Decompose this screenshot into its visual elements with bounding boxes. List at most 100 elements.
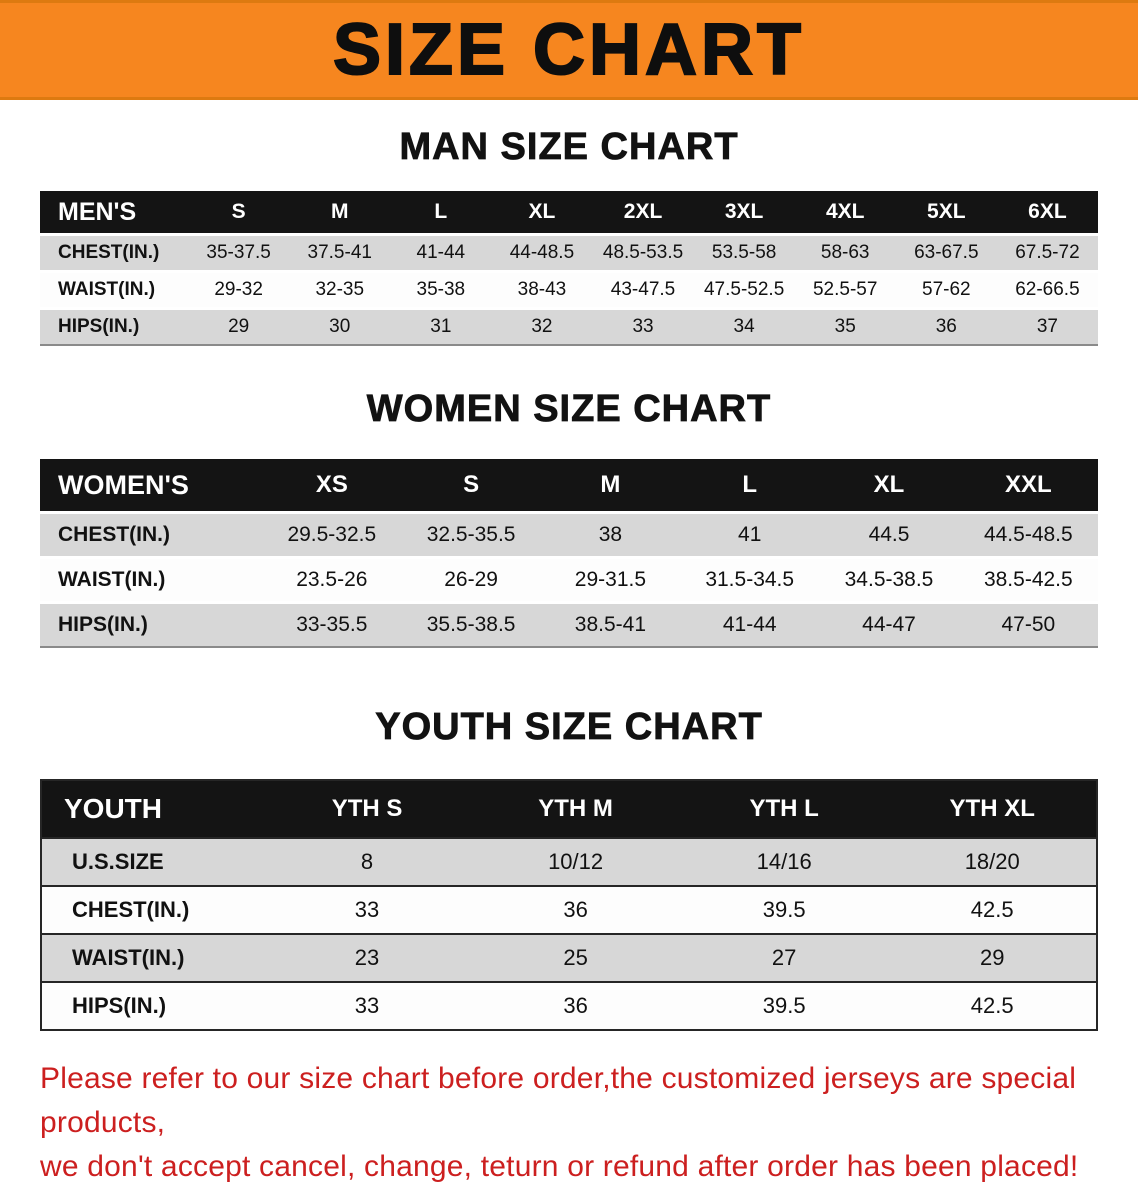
- table-row: WAIST(IN.) 29-32 32-35 35-38 38-43 43-47.5 47.…: [40, 271, 1098, 309]
- size-value: 35-38: [416, 279, 466, 300]
- disclaimer-line-1: Please refer to our size chart before or…: [40, 1062, 1077, 1139]
- table-row: HIPS(IN.) 33-35.5 35.5-38.5 38.5-41 41-44 44-…: [40, 602, 1098, 647]
- table-row: CHEST(IN.) 35-37.5 37.5-41 41-44 44-48.5 48.5…: [40, 234, 1098, 272]
- row-label: HIPS(IN.): [58, 316, 140, 337]
- size-value: 39.5: [762, 897, 806, 922]
- column-header: YTH L: [679, 780, 889, 838]
- size-value: 29: [228, 316, 250, 337]
- size-value: 47-50: [1001, 613, 1056, 636]
- table-title-cell: WOMEN'S: [40, 459, 263, 513]
- size-value: 29-31.5: [574, 568, 647, 591]
- size-value: 57-62: [922, 279, 971, 300]
- size-value: 29-32: [214, 279, 263, 300]
- size-value: 35.5-38.5: [426, 613, 516, 636]
- table-row: WAIST(IN.) 23 25 27 29: [41, 934, 1097, 982]
- row-label: CHEST(IN.): [58, 523, 170, 546]
- size-value: 36: [935, 316, 957, 337]
- column-header: 5XL: [895, 191, 997, 235]
- size-value: 44.5: [868, 523, 910, 546]
- column-header: YTH M: [471, 780, 680, 838]
- size-chart-banner: SIZE CHART: [0, 0, 1138, 100]
- table-row: HIPS(IN.) 33 36 39.5 42.5: [41, 982, 1097, 1030]
- column-header: 6XL: [996, 191, 1098, 235]
- size-value: 31: [430, 316, 452, 337]
- size-value: 10/12: [548, 849, 604, 874]
- size-value: 30: [329, 316, 351, 337]
- size-value: 47.5-52.5: [703, 279, 785, 300]
- youth-size-table: YOUTH YTH S YTH M YTH L YTH XL U.S.SIZE 8 10/12…: [40, 779, 1098, 1031]
- row-label: U.S.SIZE: [72, 849, 164, 874]
- size-value: 63-67.5: [914, 242, 979, 263]
- size-value: 33-35.5: [296, 613, 368, 636]
- column-header: S: [401, 459, 541, 513]
- size-value: 31.5-34.5: [705, 568, 795, 591]
- size-value: 29: [979, 945, 1005, 970]
- size-value: 43-47.5: [610, 279, 676, 300]
- table-title-cell: YOUTH: [41, 780, 263, 838]
- size-value: 44-47: [862, 613, 916, 636]
- disclaimer: Please refer to our size chart before or…: [40, 1057, 1118, 1189]
- column-header: L: [680, 459, 820, 513]
- column-header: XS: [262, 459, 402, 513]
- size-value: 33: [354, 897, 380, 922]
- size-value: 38.5-41: [574, 613, 647, 636]
- column-header: L: [390, 191, 492, 235]
- size-value: 37.5-41: [307, 242, 372, 263]
- column-header: XXL: [958, 459, 1098, 513]
- size-value: 53.5-58: [711, 242, 777, 263]
- size-value: 26-29: [444, 568, 498, 591]
- women-size-chart-heading: WOMEN SIZE CHART: [366, 388, 772, 431]
- size-value: 44.5-48.5: [983, 523, 1073, 546]
- size-chart-title: SIZE CHART: [332, 10, 805, 90]
- column-header: YTH S: [262, 780, 472, 838]
- table-row: HIPS(IN.) 29 30 31 32 33 34 35 36 37: [40, 308, 1098, 345]
- table-header-row: MEN'S S M L XL 2XL 3XL 4XL 5XL 6XL: [40, 191, 1098, 235]
- table-header-row: YOUTH YTH S YTH M YTH L YTH XL: [41, 780, 1097, 838]
- column-header: XL: [819, 459, 959, 513]
- column-header: 2XL: [592, 191, 694, 235]
- row-label: HIPS(IN.): [58, 613, 148, 636]
- row-label: WAIST(IN.): [58, 279, 156, 300]
- size-value: 8: [360, 849, 374, 874]
- size-value: 35: [834, 316, 856, 337]
- column-header: M: [289, 191, 391, 235]
- disclaimer-line-2: we don't accept cancel, change, teturn o…: [40, 1150, 1079, 1183]
- size-value: 35-37.5: [206, 242, 271, 263]
- size-value: 38: [598, 523, 623, 546]
- size-value: 42.5: [970, 993, 1014, 1018]
- size-value: 37: [1036, 316, 1058, 337]
- size-value: 18/20: [964, 849, 1020, 874]
- size-value: 39.5: [762, 993, 806, 1018]
- column-header: YTH XL: [888, 780, 1097, 838]
- size-value: 38-43: [517, 279, 567, 300]
- size-value: 67.5-72: [1015, 242, 1080, 263]
- column-header: XL: [491, 191, 593, 235]
- size-value: 25: [563, 945, 588, 970]
- size-value: 41: [738, 523, 762, 546]
- size-value: 42.5: [970, 897, 1014, 922]
- row-label: WAIST(IN.): [72, 945, 185, 970]
- size-value: 41-44: [722, 613, 777, 636]
- size-value: 32: [531, 316, 553, 337]
- men-size-table: MEN'S S M L XL 2XL 3XL 4XL 5XL 6XL CHEST(IN.) 35-37…: [40, 191, 1098, 346]
- size-value: 23: [354, 945, 380, 970]
- size-value: 34.5-38.5: [844, 568, 934, 591]
- column-header: 3XL: [693, 191, 795, 235]
- size-value: 41-44: [416, 242, 466, 263]
- size-value: 27: [771, 945, 797, 970]
- column-header: S: [188, 191, 290, 235]
- column-header: 4XL: [794, 191, 896, 235]
- size-value: 62-66.5: [1015, 279, 1080, 300]
- row-label: CHEST(IN.): [72, 897, 190, 922]
- size-value: 33: [632, 316, 654, 337]
- size-value: 36: [563, 897, 588, 922]
- table-title-cell: MEN'S: [40, 191, 189, 235]
- row-label: CHEST(IN.): [58, 242, 160, 263]
- table-header-row: WOMEN'S XS S M L XL XXL: [40, 459, 1098, 513]
- size-value: 23.5-26: [296, 568, 368, 591]
- size-value: 33: [354, 993, 380, 1018]
- youth-size-chart-heading: YOUTH SIZE CHART: [375, 706, 763, 749]
- size-value: 52.5-57: [812, 279, 878, 300]
- table-row: U.S.SIZE 8 10/12 14/16 18/20: [41, 838, 1097, 886]
- table-row: WAIST(IN.) 23.5-26 26-29 29-31.5 31.5-34.5 34…: [40, 557, 1098, 603]
